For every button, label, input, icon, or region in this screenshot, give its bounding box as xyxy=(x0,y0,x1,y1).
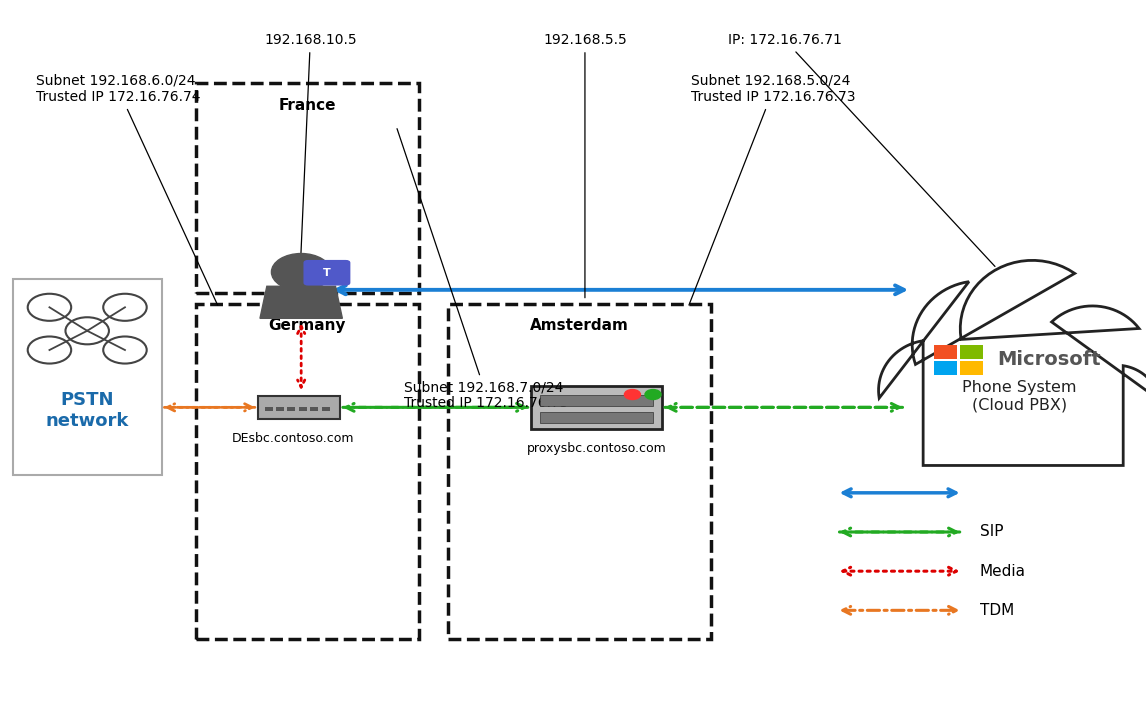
Text: 192.168.10.5: 192.168.10.5 xyxy=(264,33,357,297)
FancyBboxPatch shape xyxy=(531,386,662,429)
Text: TDM: TDM xyxy=(980,603,1014,618)
Text: SIP: SIP xyxy=(980,525,1004,540)
Circle shape xyxy=(272,254,331,290)
FancyBboxPatch shape xyxy=(311,407,319,411)
Text: T: T xyxy=(322,267,330,277)
FancyBboxPatch shape xyxy=(299,407,307,411)
Text: Germany: Germany xyxy=(268,318,346,333)
FancyBboxPatch shape xyxy=(934,345,957,359)
Bar xyxy=(447,304,711,638)
FancyBboxPatch shape xyxy=(288,407,296,411)
FancyBboxPatch shape xyxy=(934,361,957,375)
Text: IP: 172.16.76.71: IP: 172.16.76.71 xyxy=(728,33,994,267)
Polygon shape xyxy=(260,286,342,318)
PathPatch shape xyxy=(879,260,1147,465)
FancyBboxPatch shape xyxy=(265,407,273,411)
Text: Subnet 192.168.7.0/24
Trusted IP 172.16.76.75: Subnet 192.168.7.0/24 Trusted IP 172.16.… xyxy=(397,129,569,410)
FancyBboxPatch shape xyxy=(322,407,330,411)
FancyBboxPatch shape xyxy=(540,412,653,423)
FancyBboxPatch shape xyxy=(258,396,340,419)
Text: proxysbc.contoso.com: proxysbc.contoso.com xyxy=(526,442,666,455)
FancyBboxPatch shape xyxy=(960,361,983,375)
Circle shape xyxy=(624,390,640,400)
Text: Media: Media xyxy=(980,563,1025,578)
FancyBboxPatch shape xyxy=(540,395,653,406)
Text: DEsbc.contoso.com: DEsbc.contoso.com xyxy=(232,432,354,445)
Text: Amsterdam: Amsterdam xyxy=(530,318,629,333)
Bar xyxy=(196,83,419,293)
Circle shape xyxy=(645,390,661,400)
Text: Phone System
(Cloud PBX): Phone System (Cloud PBX) xyxy=(962,380,1077,413)
FancyBboxPatch shape xyxy=(276,407,284,411)
FancyBboxPatch shape xyxy=(960,345,983,359)
Bar xyxy=(196,304,419,638)
Text: Subnet 192.168.5.0/24
Trusted IP 172.16.76.73: Subnet 192.168.5.0/24 Trusted IP 172.16.… xyxy=(689,74,856,305)
Text: 192.168.5.5: 192.168.5.5 xyxy=(543,33,626,297)
Text: Microsoft: Microsoft xyxy=(997,350,1100,370)
Bar xyxy=(13,279,162,475)
Text: PSTN
network: PSTN network xyxy=(46,391,128,430)
Text: Subnet 192.168.6.0/24
Trusted IP 172.16.76.74: Subnet 192.168.6.0/24 Trusted IP 172.16.… xyxy=(36,74,218,305)
FancyBboxPatch shape xyxy=(304,260,350,285)
Text: France: France xyxy=(279,97,336,112)
